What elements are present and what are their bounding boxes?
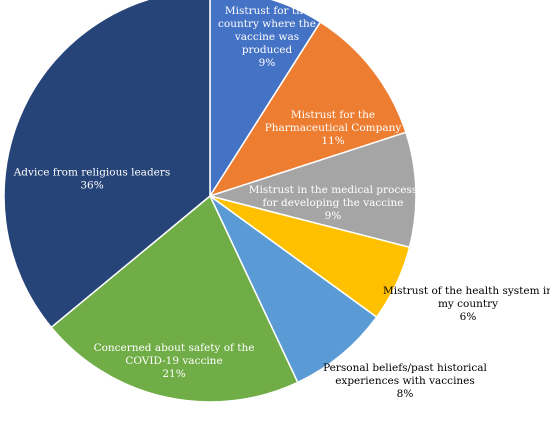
pie-slice-5: [50, 194, 299, 403]
slice-label-4: Personal beliefs/past historical experien…: [323, 362, 487, 400]
slice-label-line: Concerned about safety of the: [94, 342, 255, 354]
slice-label-6: Advice from religious leaders 36%: [13, 167, 171, 192]
pie-slice-0: [209, 0, 322, 199]
pie-slice-4: [209, 195, 378, 384]
slice-percent-3: 6%: [460, 311, 477, 323]
slice-label-2: Mistrust in the medical process for devel…: [249, 184, 417, 222]
pie-slice-2: [207, 131, 417, 249]
slice-label-1: Mistrust for the Pharmaceutical Company 11…: [265, 109, 402, 147]
slice-label-line: country where the: [218, 18, 316, 30]
slice-label-line: for developing the vaccine: [262, 197, 403, 209]
slice-label-line: Personal beliefs/past historical: [323, 362, 487, 374]
slice-label-line: experiences with vaccines: [335, 375, 475, 387]
slice-label-line: Mistrust in the medical process: [249, 184, 417, 196]
slice-percent-6: 36%: [80, 180, 103, 192]
slice-label-line: vaccine was: [234, 31, 299, 43]
slice-label-line: Mistrust for the: [225, 5, 309, 17]
slice-percent-0: 9%: [259, 57, 276, 69]
pie-labels: Mistrust for the country where the vaccine…: [13, 5, 550, 400]
slice-percent-4: 8%: [397, 388, 414, 400]
slice-label-0: Mistrust for the country where the vaccine…: [218, 5, 316, 69]
slice-label-line: Advice from religious leaders: [13, 167, 171, 179]
slice-label-line: Mistrust for the: [291, 109, 375, 121]
slice-label-line: produced: [242, 44, 293, 56]
pie-slice-6: [3, 0, 211, 329]
pie-slice-1: [208, 21, 407, 198]
slice-percent-5: 21%: [162, 368, 185, 380]
slice-label-3: Mistrust of the health system in my count…: [383, 285, 550, 323]
slice-label-line: Pharmaceutical Company: [265, 122, 402, 134]
slice-label-5: Concerned about safety of the COVID-19 va…: [94, 342, 255, 380]
slice-label-line: COVID-19 vaccine: [125, 355, 222, 367]
slice-percent-2: 9%: [325, 210, 342, 222]
pie-slices: [3, 0, 417, 403]
slice-label-line: Mistrust of the health system in: [383, 285, 550, 297]
slice-percent-1: 11%: [321, 135, 344, 147]
slice-label-line: my country: [438, 298, 498, 310]
